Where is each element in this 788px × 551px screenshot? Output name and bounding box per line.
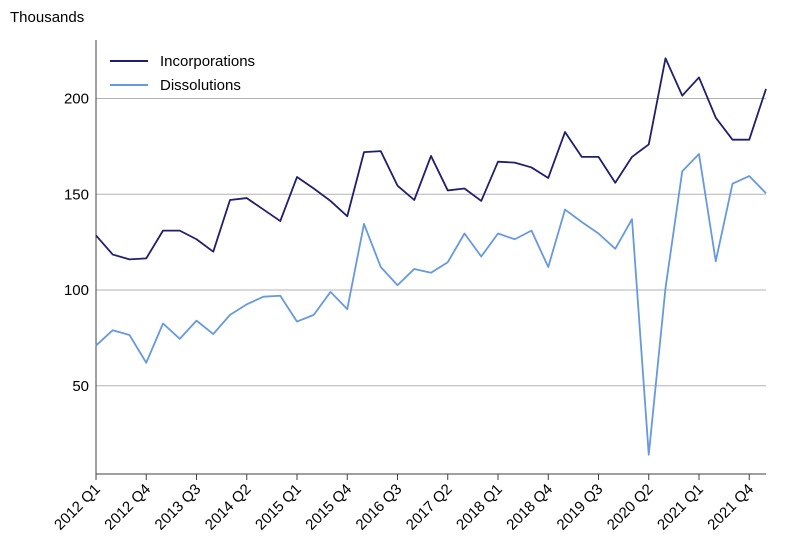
gridlines bbox=[96, 98, 766, 387]
x-tick-label: 2019 Q3 bbox=[554, 481, 607, 534]
x-tick-label: 2016 Q3 bbox=[353, 481, 406, 534]
y-axis-ticks: 50 100 150 200 bbox=[64, 91, 89, 395]
y-axis-title: Thousands bbox=[10, 9, 84, 26]
x-tick-label: 2012 Q1 bbox=[51, 481, 104, 534]
x-tick-label: 2015 Q1 bbox=[252, 481, 305, 534]
series-line-incorporations bbox=[95, 57, 767, 261]
x-tick-label: 2021 Q4 bbox=[704, 481, 757, 534]
y-tick-label: 200 bbox=[64, 91, 89, 108]
x-tick-label: 2014 Q2 bbox=[202, 481, 255, 534]
legend-label-dissolutions: Dissolutions bbox=[160, 77, 241, 94]
series-line-dissolutions bbox=[95, 153, 767, 456]
x-tick-label: 2012 Q4 bbox=[101, 481, 154, 534]
y-tick-label: 50 bbox=[72, 378, 89, 395]
x-tick-label: 2018 Q1 bbox=[453, 481, 506, 534]
x-tick-label: 2021 Q1 bbox=[654, 481, 707, 534]
legend-label-incorporations: Incorporations bbox=[160, 53, 255, 70]
series-lines bbox=[95, 57, 767, 456]
x-tick-label: 2020 Q2 bbox=[604, 481, 657, 534]
y-tick-label: 150 bbox=[64, 186, 89, 203]
axes bbox=[95, 40, 766, 475]
x-tick-label: 2015 Q4 bbox=[302, 481, 355, 534]
x-tick-label: 2017 Q2 bbox=[403, 481, 456, 534]
x-tick-label: 2013 Q3 bbox=[152, 481, 205, 534]
y-tick-label: 100 bbox=[64, 282, 89, 299]
x-tick-label: 2018 Q4 bbox=[503, 481, 556, 534]
legend: Incorporations Dissolutions bbox=[110, 53, 255, 94]
